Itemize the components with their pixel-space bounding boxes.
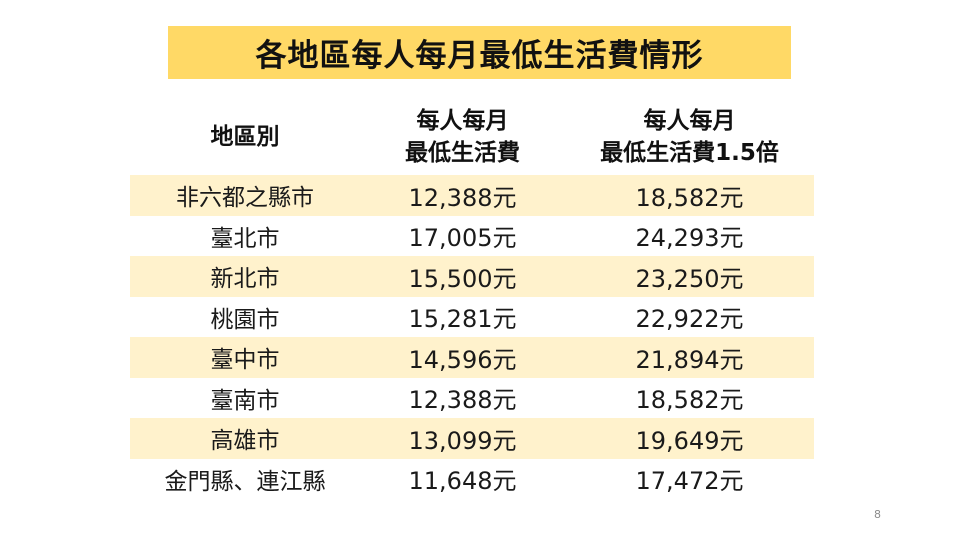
min-cost-15-cell: 19,649元 [565, 418, 814, 459]
table-header-row: 地區別 每人每月 最低生活費 每人每月 最低生活費1.5倍 [130, 98, 814, 175]
table-row: 非六都之縣市 12,388元 18,582元 [130, 175, 814, 216]
min-cost-15-cell: 24,293元 [635, 224, 744, 253]
region-cell: 臺中市 [130, 337, 360, 378]
region-cell: 非六都之縣市 [130, 175, 360, 216]
header-min-cost-15-line1: 每人每月 [643, 107, 736, 134]
header-region-label: 地區別 [210, 123, 280, 150]
title-banner: 各地區每人每月最低生活費情形 [168, 26, 791, 79]
min-cost-15-cell: 18,582元 [635, 386, 744, 415]
table-row: 高雄市 13,099元 19,649元 [130, 418, 814, 459]
min-cost-cell: 11,648元 [408, 467, 517, 496]
header-min-cost-15: 每人每月 最低生活費1.5倍 [565, 98, 814, 175]
page-number: 8 [874, 508, 881, 521]
min-cost-15-cell: 18,582元 [565, 175, 814, 216]
table-row: 臺中市 14,596元 21,894元 [130, 337, 814, 378]
cost-table: 地區別 每人每月 最低生活費 每人每月 最低生活費1.5倍 非六都之縣市 12,… [130, 98, 814, 499]
min-cost-15-cell: 22,922元 [635, 305, 744, 334]
min-cost-cell: 15,500元 [360, 256, 565, 297]
header-min-cost: 每人每月 最低生活費 [360, 98, 565, 175]
min-cost-cell: 12,388元 [408, 386, 517, 415]
min-cost-cell: 17,005元 [408, 224, 517, 253]
region-cell: 金門縣、連江縣 [164, 468, 326, 495]
table-row: 臺南市 12,388元 18,582元 [130, 378, 814, 419]
header-region: 地區別 [130, 98, 360, 175]
min-cost-cell: 13,099元 [360, 418, 565, 459]
region-cell: 臺北市 [210, 225, 280, 252]
min-cost-cell: 15,281元 [408, 305, 517, 334]
header-min-cost-line1: 每人每月 [416, 107, 509, 134]
min-cost-15-cell: 23,250元 [565, 256, 814, 297]
header-min-cost-15-line2: 最低生活費1.5倍 [600, 139, 779, 166]
region-cell: 桃園市 [210, 306, 280, 333]
min-cost-cell: 14,596元 [360, 337, 565, 378]
min-cost-cell: 12,388元 [360, 175, 565, 216]
table-row: 新北市 15,500元 23,250元 [130, 256, 814, 297]
page-title: 各地區每人每月最低生活費情形 [255, 38, 704, 74]
min-cost-15-cell: 17,472元 [635, 467, 744, 496]
header-min-cost-line2: 最低生活費 [405, 139, 520, 166]
region-cell: 臺南市 [210, 387, 280, 414]
region-cell: 高雄市 [130, 418, 360, 459]
table-row: 金門縣、連江縣 11,648元 17,472元 [130, 459, 814, 500]
table-row: 臺北市 17,005元 24,293元 [130, 216, 814, 257]
min-cost-15-cell: 21,894元 [565, 337, 814, 378]
table-row: 桃園市 15,281元 22,922元 [130, 297, 814, 338]
region-cell: 新北市 [130, 256, 360, 297]
